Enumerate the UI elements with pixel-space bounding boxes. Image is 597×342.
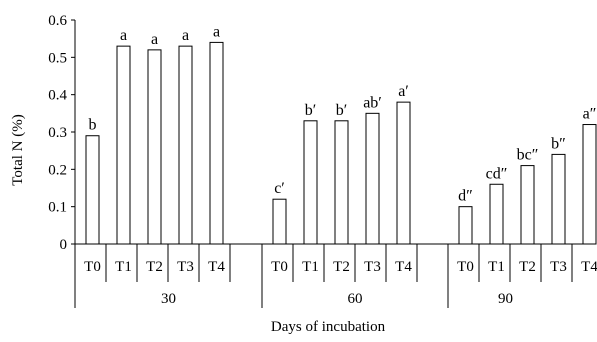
bar [334, 120, 349, 245]
category-tick-label: T4 [208, 259, 225, 275]
y-tick-label: 0.5 [48, 50, 67, 66]
bar-significance-label: a″ [583, 106, 597, 123]
category-tick-label: T3 [364, 259, 381, 275]
bar [116, 45, 131, 245]
bar-significance-label: b [89, 117, 97, 134]
bar-significance-label: b″ [551, 135, 566, 152]
bar-significance-label: b′ [336, 102, 348, 119]
bar [520, 165, 535, 245]
y-tick-label: 0.1 [48, 200, 67, 216]
bar [178, 45, 193, 245]
category-tick-label: T0 [457, 259, 474, 275]
category-tick-label: T2 [146, 259, 163, 275]
category-tick-label: T2 [333, 259, 350, 275]
category-tick-label: T3 [550, 259, 567, 275]
bar [147, 49, 162, 245]
bar [209, 41, 224, 245]
y-tick-label: 0 [60, 237, 68, 253]
bar [551, 153, 566, 245]
group-label: 60 [348, 291, 363, 307]
bar-significance-label: d″ [458, 188, 473, 205]
y-tick-label: 0.3 [48, 125, 67, 141]
bar [396, 101, 411, 245]
category-tick-label: T4 [395, 259, 412, 275]
chart-labels: 30 b T0 a T1 a T2 a T3 a T4 60 c′ T0 b′ T1 b′ T2 ab′ T3 a′ T4… [84, 23, 597, 307]
y-tick-label: 0.2 [48, 162, 67, 178]
chart-axes: 0 0.1 0.2 0.3 0.4 0.5 0.6 [48, 13, 587, 308]
bar-significance-label: a′ [398, 83, 409, 100]
category-tick-label: T2 [519, 259, 536, 275]
bar-significance-label: a [151, 31, 158, 48]
group-label: 30 [161, 291, 176, 307]
group-label: 90 [498, 291, 513, 307]
bar [489, 183, 504, 245]
bar-significance-label: c′ [274, 180, 285, 197]
category-tick-label: T0 [84, 259, 101, 275]
bar [582, 124, 597, 245]
category-tick-label: T3 [177, 259, 194, 275]
y-tick-label: 0.4 [48, 88, 67, 104]
bar-significance-label: b′ [305, 102, 317, 119]
bar-significance-label: cd″ [486, 165, 508, 182]
y-tick-label: 0.6 [48, 13, 67, 29]
category-tick-label: T1 [302, 259, 319, 275]
bar-significance-label: a [120, 27, 127, 44]
bar [458, 206, 473, 245]
x-axis-label: Days of incubation [271, 319, 386, 335]
chart-bars [85, 41, 597, 245]
category-tick-label: T4 [581, 259, 597, 275]
category-tick-label: T0 [271, 259, 288, 275]
category-tick-label: T1 [115, 259, 132, 275]
bar-significance-label: bc″ [517, 147, 539, 164]
bar [85, 135, 100, 245]
bar-significance-label: a [182, 27, 189, 44]
bar [303, 120, 318, 245]
bar-significance-label: ab′ [363, 94, 382, 111]
bar-significance-label: a [213, 23, 220, 40]
bar [272, 198, 287, 245]
y-axis-label: Total N (%) [10, 114, 26, 185]
bar [365, 112, 380, 245]
category-tick-label: T1 [488, 259, 505, 275]
